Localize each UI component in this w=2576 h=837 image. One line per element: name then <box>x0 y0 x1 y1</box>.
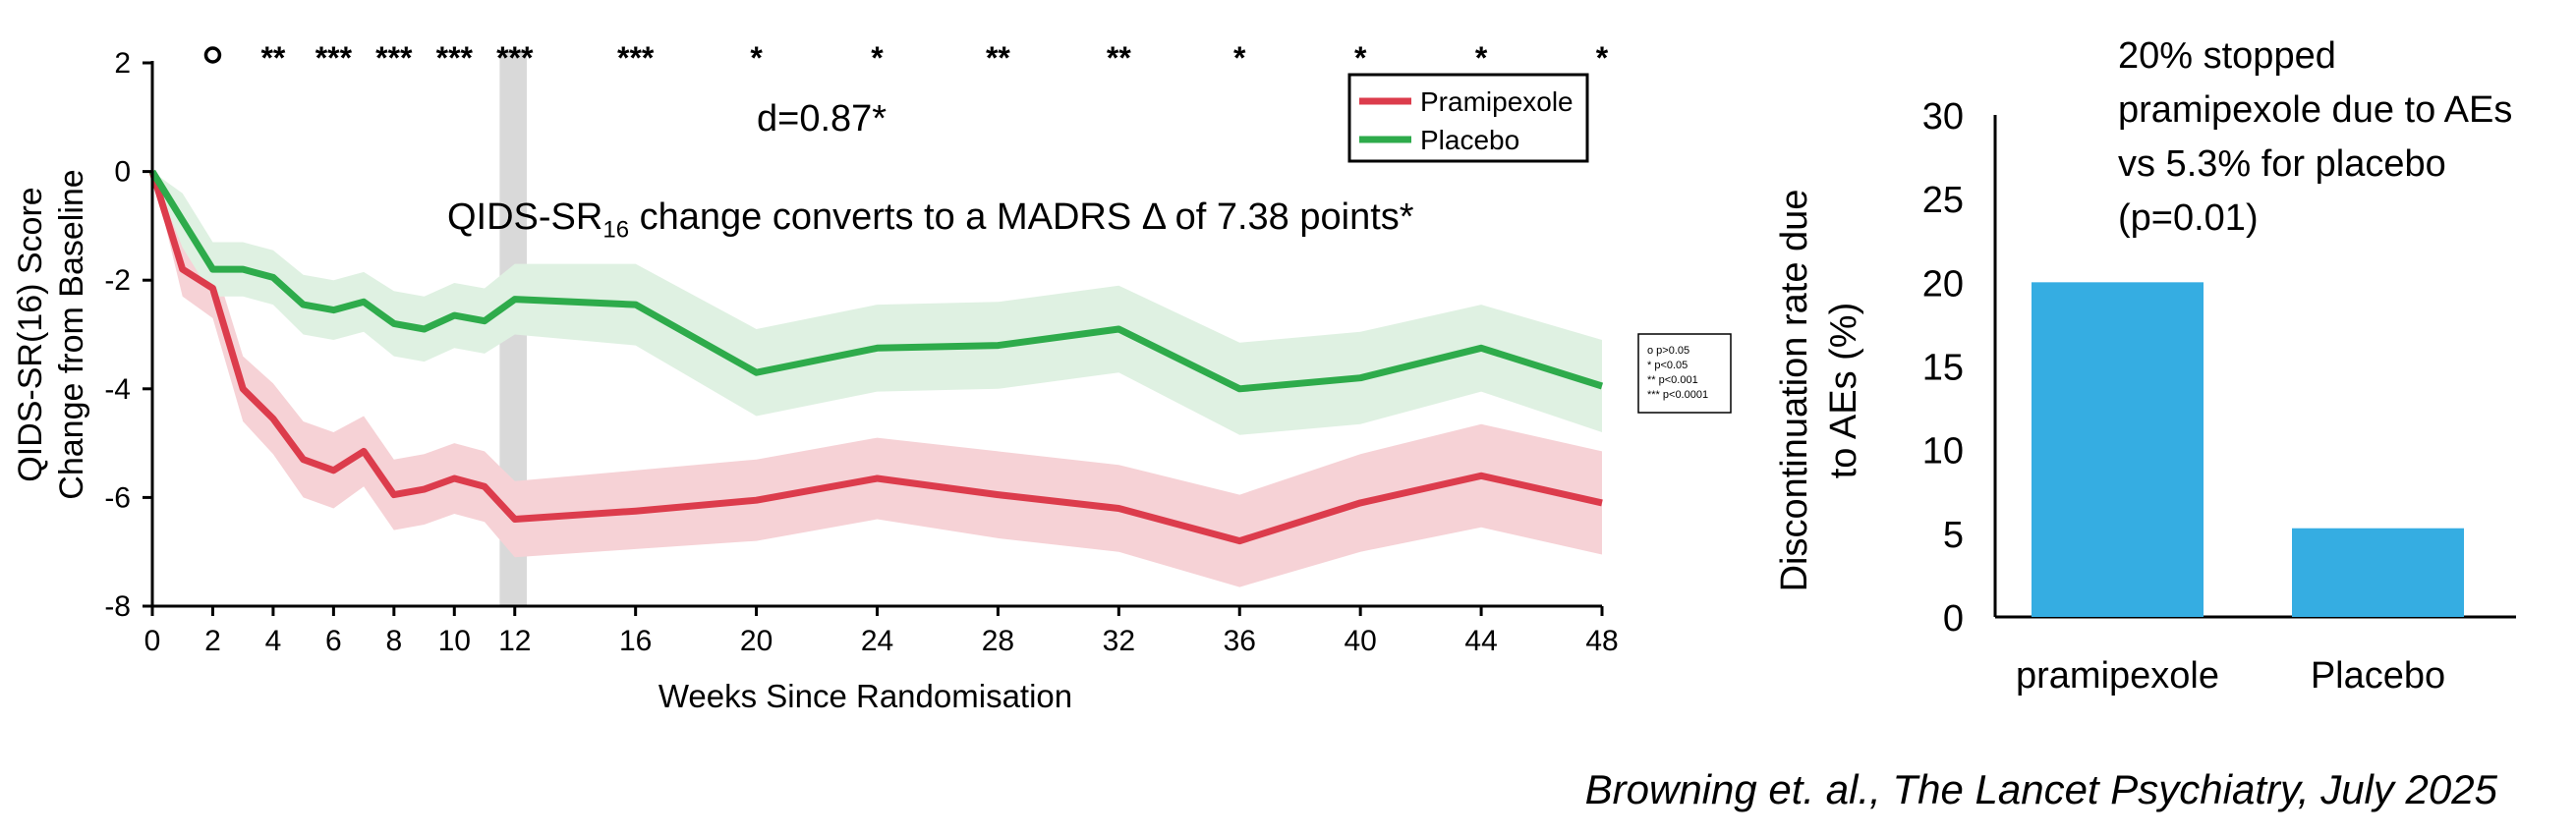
legend-label-placebo: Placebo <box>1420 125 1519 155</box>
bar-y-tick-label: 30 <box>1922 96 1964 138</box>
line-chart: 20-2-4-6-80 2 4 6 8 10 12 16 20 24 28 32 36 40 44 48Wee… <box>12 40 1732 714</box>
y-tick-label: -4 <box>104 373 131 406</box>
bar-category-label: Placebo <box>2311 655 2445 697</box>
bar-chart-annotation: 20% stopped pramipexole due to AEs vs 5.… <box>2118 35 2513 239</box>
qids-rest: change converts to a MADRS Δ of 7.38 poi… <box>629 196 1414 238</box>
significance-key-box <box>1637 333 1732 414</box>
y-tick-label: 2 <box>114 47 131 80</box>
bar-y-tick-label: 20 <box>1922 263 1964 305</box>
x-tick-label: 48 <box>1585 625 1618 657</box>
bar-placebo <box>2292 528 2464 617</box>
y-tick-label: -2 <box>104 264 131 297</box>
qids-subscript: 16 <box>602 216 630 244</box>
effect-size-annotation: d=0.87* <box>757 98 887 140</box>
significance-key: o p>0.05 * p<0.05 ** p<0.001 *** p<0.0001 <box>1637 333 1732 414</box>
qids-prefix: QIDS-SR <box>447 196 603 238</box>
x-tick-label: 32 <box>1103 625 1135 657</box>
x-tick-label: 20 <box>740 625 773 657</box>
y-tick-label: -8 <box>104 590 131 623</box>
placebo-confidence-band <box>152 171 1602 435</box>
x-tick-label: 28 <box>982 625 1014 657</box>
x-tick-label: 10 <box>438 625 471 657</box>
y-tick-label: -6 <box>104 481 131 514</box>
x-tick-label: 0 <box>144 625 161 657</box>
significance-mark-ns <box>203 46 222 64</box>
bar-y-tick-label: 10 <box>1922 431 1964 473</box>
bar-y-axis-label-line: to AEs (%) <box>1823 303 1864 479</box>
significance-mark: *** <box>436 40 474 76</box>
citation: Browning et. al., The Lancet Psychiatry,… <box>1584 766 2497 812</box>
significance-mark: *** <box>375 40 413 76</box>
bar-chart-y-axis-label: Discontinuation rate due to AEs (%) <box>1774 190 1864 592</box>
significance-key-entry: * p<0.05 <box>1647 360 1688 371</box>
x-tick-label: 44 <box>1464 625 1497 657</box>
legend-label-pramipexole: Pramipexole <box>1420 86 1574 117</box>
x-tick-label: 24 <box>861 625 893 657</box>
x-tick-label: 36 <box>1224 625 1256 657</box>
significance-mark: * <box>1233 40 1246 76</box>
significance-mark: * <box>1354 40 1367 76</box>
significance-mark: * <box>750 40 763 76</box>
bar-category-label: pramipexole <box>2016 655 2219 697</box>
y-axis-label-line: Change from Baseline <box>53 169 90 499</box>
significance-mark: ** <box>986 40 1010 76</box>
bar-y-tick-label: 0 <box>1943 598 1964 640</box>
bar-chart: 0 5 10 15 20 25 30 pramipexole Placebo Discontinu… <box>1774 96 2516 697</box>
significance-key-entry: ** p<0.001 <box>1647 374 1698 386</box>
x-tick-label: 40 <box>1344 625 1376 657</box>
bar-y-tick-label: 5 <box>1943 515 1964 556</box>
significance-mark: *** <box>496 40 534 76</box>
bar-pramipexole <box>2032 282 2204 617</box>
line-chart-legend: Pramipexole Placebo <box>1347 73 1589 163</box>
placebo-series-line <box>149 169 1604 393</box>
significance-key-entry: *** p<0.0001 <box>1647 389 1708 401</box>
pramipexole-confidence-band <box>152 171 1602 587</box>
line-chart-y-axis-label: QIDS-SR(16) Score Change from Baseline <box>12 169 90 499</box>
legend-box <box>1347 73 1589 163</box>
significance-mark: ** <box>260 40 285 76</box>
x-tick-label: 6 <box>325 625 342 657</box>
bar-y-tick-label: 15 <box>1922 348 1964 389</box>
bar-y-tick-label: 25 <box>1922 180 1964 221</box>
bar-y-axis-label-line: Discontinuation rate due <box>1774 190 1815 592</box>
significance-mark: * <box>1596 40 1609 76</box>
x-tick-label: 16 <box>619 625 652 657</box>
line-chart-x-axis-label: Weeks Since Randomisation <box>658 678 1072 714</box>
x-tick-label: 8 <box>385 625 402 657</box>
significance-key-entry: o p>0.05 <box>1647 345 1689 357</box>
x-tick-label: 4 <box>265 625 282 657</box>
y-tick-label: 0 <box>114 156 131 189</box>
x-tick-label: 2 <box>204 625 221 657</box>
pramipexole-series-line <box>148 170 1603 545</box>
significance-mark: *** <box>315 40 353 76</box>
significance-mark: ** <box>1107 40 1131 76</box>
significance-mark: * <box>1475 40 1488 76</box>
significance-mark: *** <box>617 40 655 76</box>
y-axis-label-line: QIDS-SR(16) Score <box>12 187 49 481</box>
x-tick-label: 12 <box>498 625 531 657</box>
significance-mark: * <box>871 40 884 76</box>
qids-conversion-annotation: QIDS-SR16 change converts to a MADRS Δ o… <box>447 196 1414 245</box>
